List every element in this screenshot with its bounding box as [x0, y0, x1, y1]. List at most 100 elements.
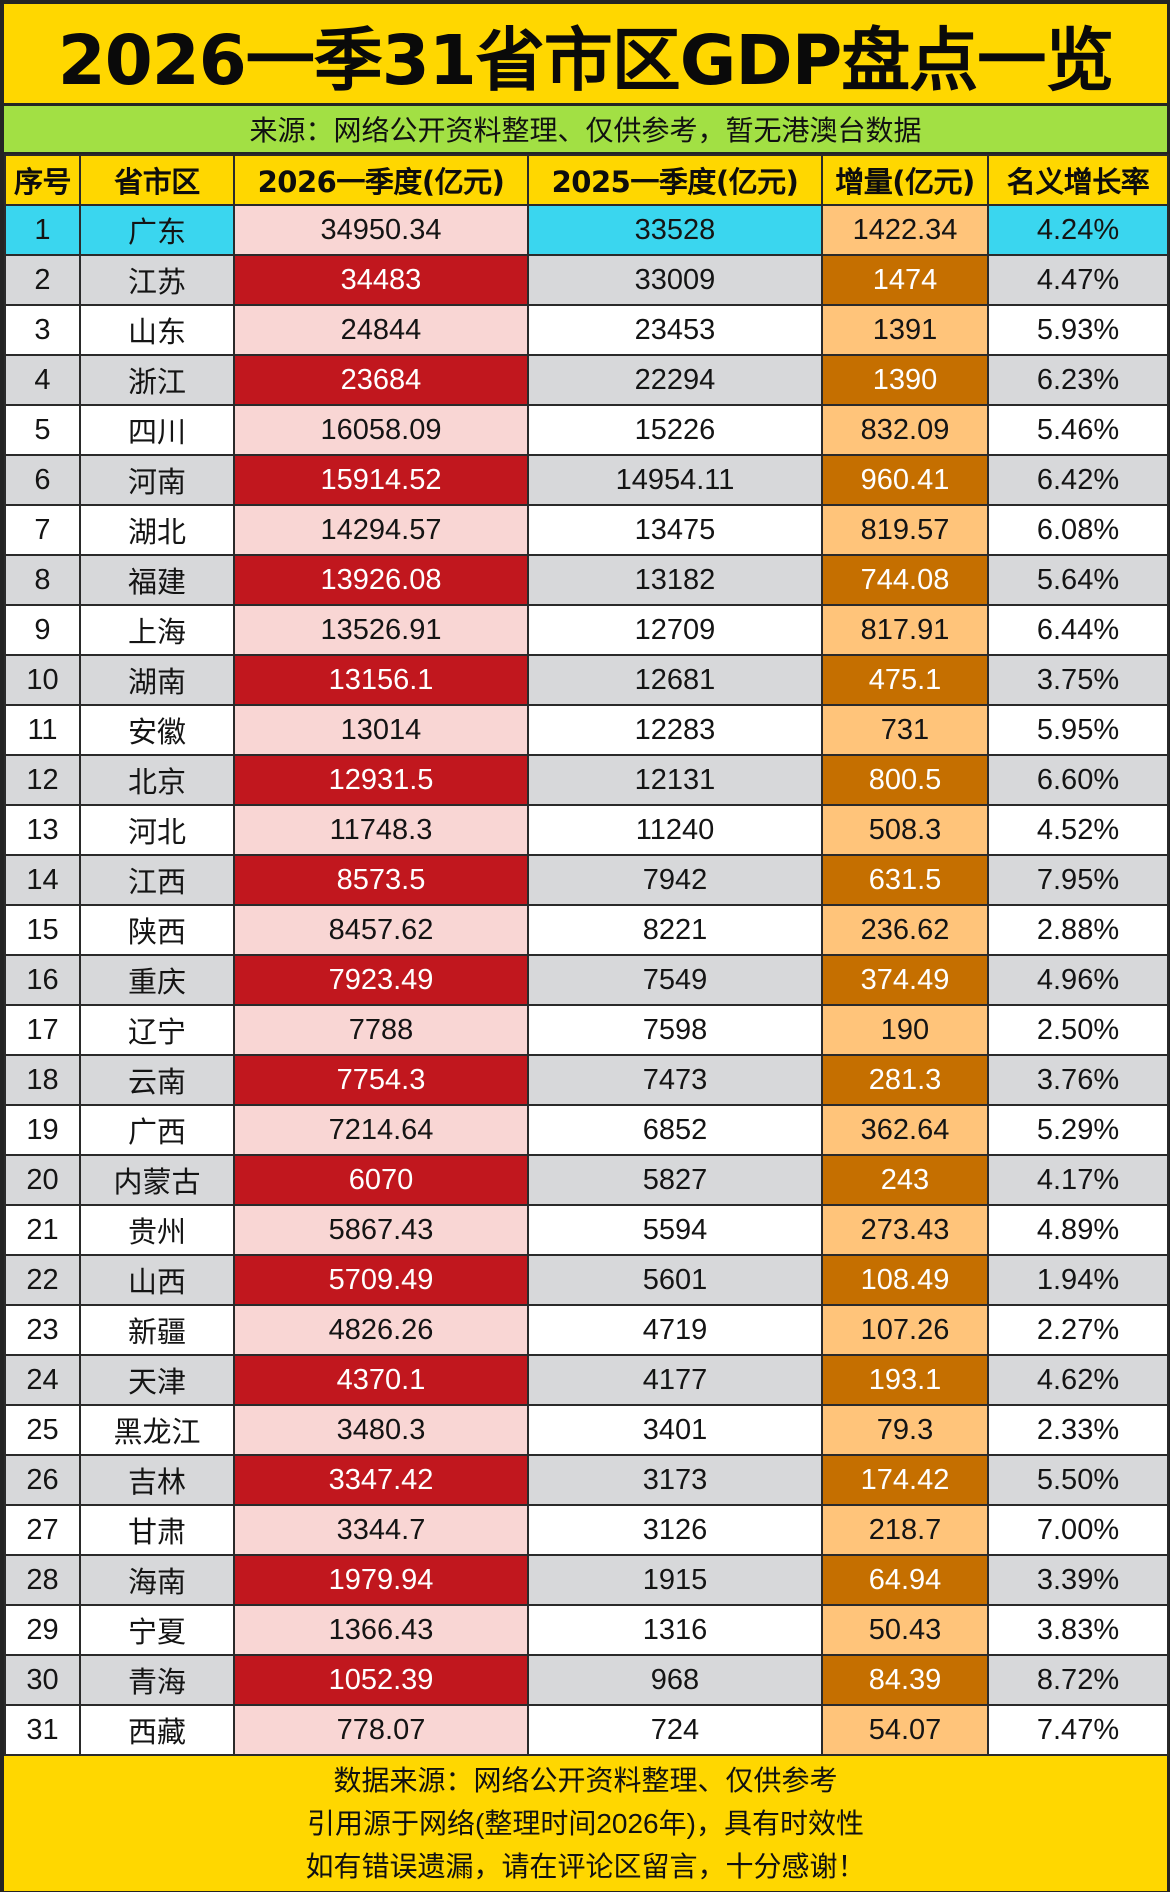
rank-cell: 29 [4, 1604, 81, 1656]
growth-rate-cell: 5.64% [987, 554, 1169, 606]
gdp-2025-cell: 3126 [527, 1504, 823, 1556]
table-row: 26 吉林 3347.42 3173 174.42 5.50% [4, 1454, 1169, 1506]
region-cell: 内蒙古 [79, 1154, 235, 1206]
increase-cell: 190 [821, 1004, 989, 1056]
table-row: 27 甘肃 3344.7 3126 218.7 7.00% [4, 1504, 1169, 1556]
rank-cell: 25 [4, 1404, 81, 1456]
increase-cell: 817.91 [821, 604, 989, 656]
region-cell: 重庆 [79, 954, 235, 1006]
gdp-2026-cell: 13014 [233, 704, 529, 756]
gdp-2025-cell: 7942 [527, 854, 823, 906]
rank-cell: 15 [4, 904, 81, 956]
growth-rate-cell: 5.93% [987, 304, 1169, 356]
increase-cell: 475.1 [821, 654, 989, 706]
region-cell: 黑龙江 [79, 1404, 235, 1456]
table-row: 28 海南 1979.94 1915 64.94 3.39% [4, 1554, 1169, 1606]
gdp-2026-cell: 12931.5 [233, 754, 529, 806]
header-rank: 序号 [4, 154, 81, 206]
increase-cell: 84.39 [821, 1654, 989, 1706]
increase-cell: 832.09 [821, 404, 989, 456]
increase-cell: 273.43 [821, 1204, 989, 1256]
rank-cell: 26 [4, 1454, 81, 1506]
region-cell: 福建 [79, 554, 235, 606]
region-cell: 安徽 [79, 704, 235, 756]
table-row: 20 内蒙古 6070 5827 243 4.17% [4, 1154, 1169, 1206]
growth-rate-cell: 6.60% [987, 754, 1169, 806]
growth-rate-cell: 3.83% [987, 1604, 1169, 1656]
footer-disclaimer: 数据来源：网络公开资料整理、仅供参考 引用源于网络(整理时间2026年)，具有时… [4, 1756, 1167, 1891]
gdp-table: 序号 省市区 2026一季度(亿元) 2025一季度(亿元) 增量(亿元) 名义… [4, 154, 1169, 1756]
rank-cell: 17 [4, 1004, 81, 1056]
region-cell: 广东 [79, 204, 235, 256]
gdp-2025-cell: 13475 [527, 504, 823, 556]
rank-cell: 7 [4, 504, 81, 556]
rank-cell: 24 [4, 1354, 81, 1406]
table-row: 30 青海 1052.39 968 84.39 8.72% [4, 1654, 1169, 1706]
region-cell: 江西 [79, 854, 235, 906]
growth-rate-cell: 6.08% [987, 504, 1169, 556]
rank-cell: 10 [4, 654, 81, 706]
gdp-2025-cell: 12283 [527, 704, 823, 756]
gdp-2025-cell: 12709 [527, 604, 823, 656]
gdp-2025-cell: 33009 [527, 254, 823, 306]
growth-rate-cell: 8.72% [987, 1654, 1169, 1706]
table-row: 2 江苏 34483 33009 1474 4.47% [4, 254, 1169, 306]
growth-rate-cell: 4.52% [987, 804, 1169, 856]
table-row: 3 山东 24844 23453 1391 5.93% [4, 304, 1169, 356]
page-title: 2026一季31省市区GDP盘点一览 [4, 4, 1167, 103]
gdp-2025-cell: 33528 [527, 204, 823, 256]
rank-cell: 14 [4, 854, 81, 906]
rank-cell: 20 [4, 1154, 81, 1206]
increase-cell: 731 [821, 704, 989, 756]
gdp-2025-cell: 13182 [527, 554, 823, 606]
region-cell: 山东 [79, 304, 235, 356]
growth-rate-cell: 3.76% [987, 1054, 1169, 1106]
gdp-2026-cell: 3480.3 [233, 1404, 529, 1456]
growth-rate-cell: 4.47% [987, 254, 1169, 306]
gdp-2026-cell: 7788 [233, 1004, 529, 1056]
region-cell: 青海 [79, 1654, 235, 1706]
gdp-2026-cell: 5709.49 [233, 1254, 529, 1306]
increase-cell: 1391 [821, 304, 989, 356]
gdp-2025-cell: 12681 [527, 654, 823, 706]
gdp-2025-cell: 5601 [527, 1254, 823, 1306]
growth-rate-cell: 5.46% [987, 404, 1169, 456]
gdp-2026-cell: 34483 [233, 254, 529, 306]
gdp-2025-cell: 22294 [527, 354, 823, 406]
gdp-2026-cell: 34950.34 [233, 204, 529, 256]
increase-cell: 174.42 [821, 1454, 989, 1506]
footer-line-timeliness: 引用源于网络(整理时间2026年)，具有时效性 [307, 1807, 864, 1839]
rank-cell: 12 [4, 754, 81, 806]
gdp-2025-cell: 23453 [527, 304, 823, 356]
rank-cell: 6 [4, 454, 81, 506]
growth-rate-cell: 1.94% [987, 1254, 1169, 1306]
region-cell: 河南 [79, 454, 235, 506]
gdp-2026-cell: 4370.1 [233, 1354, 529, 1406]
region-cell: 甘肃 [79, 1504, 235, 1556]
table-row: 12 北京 12931.5 12131 800.5 6.60% [4, 754, 1169, 806]
region-cell: 江苏 [79, 254, 235, 306]
gdp-2026-cell: 13926.08 [233, 554, 529, 606]
region-cell: 山西 [79, 1254, 235, 1306]
increase-cell: 107.26 [821, 1304, 989, 1356]
growth-rate-cell: 7.95% [987, 854, 1169, 906]
rank-cell: 22 [4, 1254, 81, 1306]
increase-cell: 1422.34 [821, 204, 989, 256]
increase-cell: 508.3 [821, 804, 989, 856]
region-cell: 吉林 [79, 1454, 235, 1506]
region-cell: 贵州 [79, 1204, 235, 1256]
increase-cell: 54.07 [821, 1704, 989, 1756]
table-row: 19 广西 7214.64 6852 362.64 5.29% [4, 1104, 1169, 1156]
table-body: 1 广东 34950.34 33528 1422.34 4.24% 2 江苏 34483 3300… [4, 204, 1169, 1756]
table-row: 11 安徽 13014 12283 731 5.95% [4, 704, 1169, 756]
region-cell: 湖北 [79, 504, 235, 556]
rank-cell: 31 [4, 1704, 81, 1756]
rank-cell: 9 [4, 604, 81, 656]
region-cell: 宁夏 [79, 1604, 235, 1656]
gdp-2025-cell: 15226 [527, 404, 823, 456]
footer-line-source: 数据来源：网络公开资料整理、仅供参考 [333, 1764, 838, 1796]
rank-cell: 8 [4, 554, 81, 606]
table-row: 15 陕西 8457.62 8221 236.62 2.88% [4, 904, 1169, 956]
table-row: 8 福建 13926.08 13182 744.08 5.64% [4, 554, 1169, 606]
region-cell: 新疆 [79, 1304, 235, 1356]
